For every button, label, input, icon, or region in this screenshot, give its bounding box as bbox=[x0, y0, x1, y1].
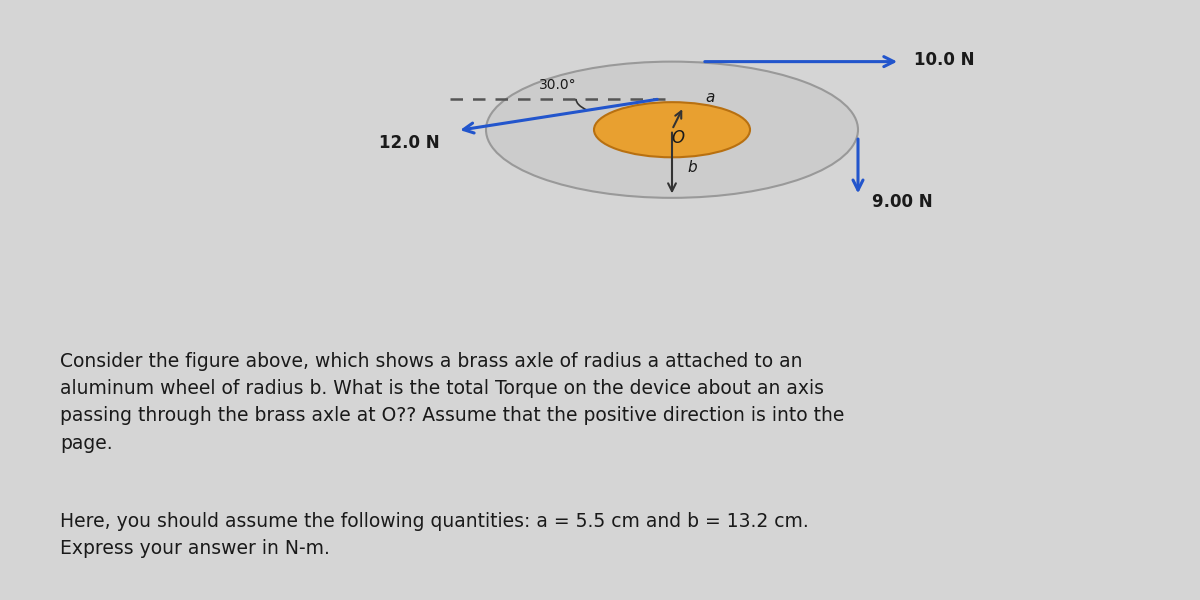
Text: Here, you should assume the following quantities: a = 5.5 cm and b = 13.2 cm.
Ex: Here, you should assume the following qu… bbox=[60, 512, 809, 558]
Text: 9.00 N: 9.00 N bbox=[872, 193, 934, 211]
Ellipse shape bbox=[486, 62, 858, 198]
Text: b: b bbox=[688, 160, 697, 175]
Text: 12.0 N: 12.0 N bbox=[379, 134, 439, 152]
Text: 10.0 N: 10.0 N bbox=[914, 51, 974, 69]
Text: Consider the figure above, which shows a brass axle of radius a attached to an
a: Consider the figure above, which shows a… bbox=[60, 352, 845, 452]
Text: 30.0°: 30.0° bbox=[539, 78, 577, 92]
Text: O: O bbox=[672, 129, 684, 147]
Ellipse shape bbox=[594, 102, 750, 157]
Text: a: a bbox=[706, 90, 714, 105]
